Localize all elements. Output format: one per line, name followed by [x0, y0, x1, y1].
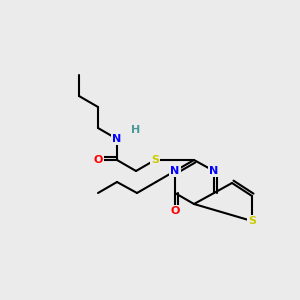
Text: S: S [151, 155, 159, 165]
Text: O: O [93, 155, 103, 165]
Text: H: H [131, 125, 141, 135]
Text: N: N [170, 166, 180, 176]
Text: N: N [112, 134, 122, 144]
Text: S: S [248, 216, 256, 226]
Text: N: N [209, 166, 219, 176]
Text: O: O [170, 206, 180, 216]
